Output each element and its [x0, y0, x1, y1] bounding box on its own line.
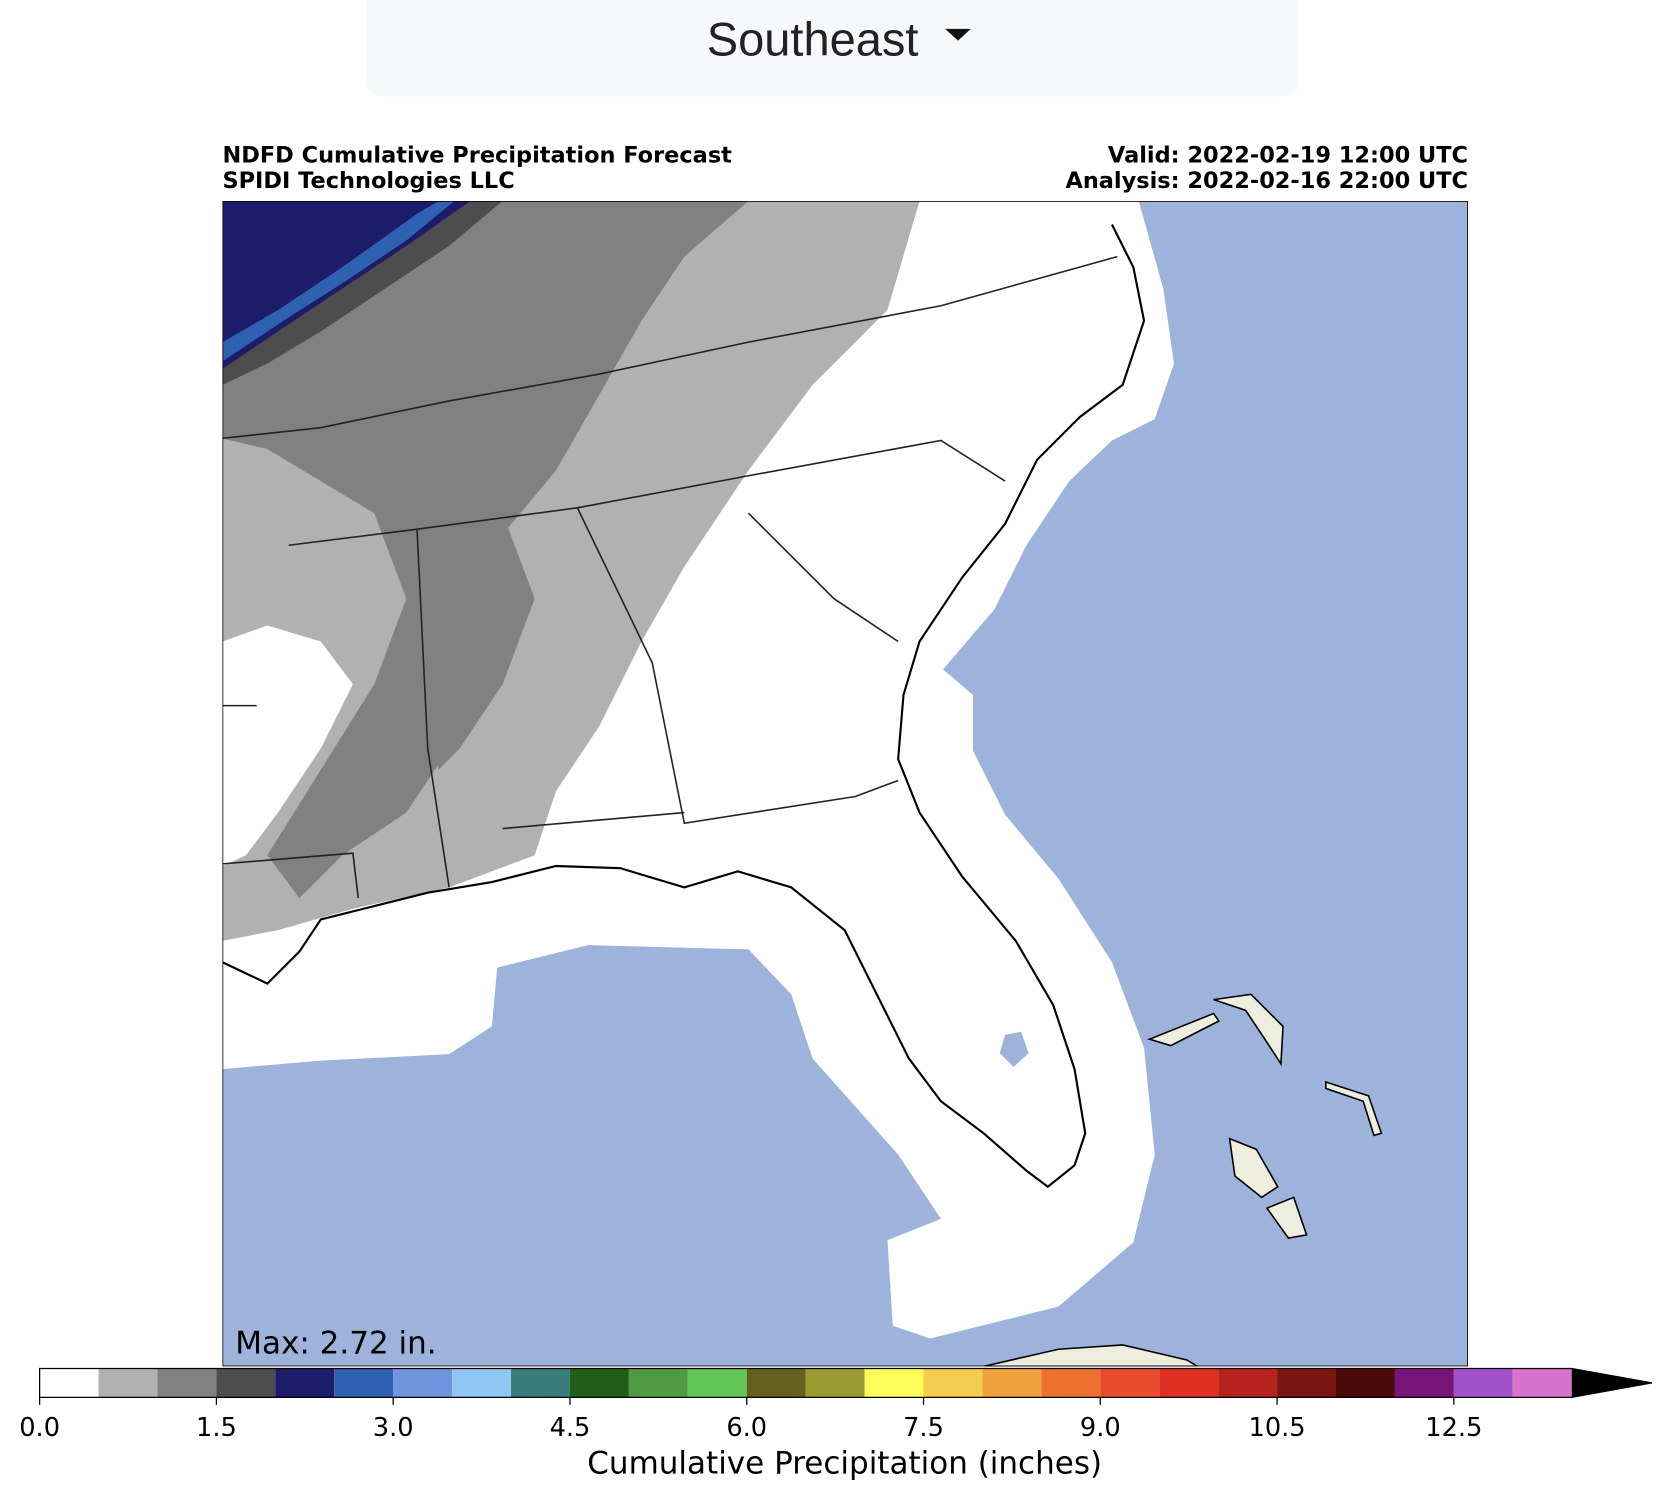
precip-medium-2 — [427, 513, 535, 770]
colorbar-segment — [393, 1368, 453, 1398]
colorbar-segment — [569, 1368, 629, 1398]
state-borders — [222, 255, 1118, 899]
island — [1146, 1012, 1221, 1047]
colorbar-segment — [511, 1368, 570, 1398]
precip-navy — [222, 200, 471, 369]
map-subtitle: SPIDI Technologies LLC — [222, 168, 514, 194]
colorbar-segment — [1218, 1368, 1278, 1398]
colorbar-segment — [216, 1368, 276, 1398]
colorbar-tick-label: 1.5 — [196, 1413, 237, 1443]
colorbar-tick-label: 6.0 — [726, 1413, 767, 1443]
islands — [983, 993, 1383, 1367]
island — [983, 1344, 1200, 1367]
max-label: Max: 2.72 in. — [235, 1326, 436, 1362]
lake — [999, 1031, 1029, 1067]
colorbar-segment — [628, 1368, 688, 1398]
island — [1228, 1137, 1279, 1199]
dropdown-label[interactable]: Southeast — [707, 13, 919, 66]
colorbar-segment — [334, 1368, 394, 1398]
colorbar-segment — [864, 1368, 924, 1398]
coastline — [222, 224, 1146, 1189]
colorbar-segment — [1100, 1368, 1160, 1398]
dropdown-bg[interactable] — [366, 0, 1300, 97]
colorbar-segment — [687, 1368, 747, 1398]
colorbar-segment — [39, 1368, 99, 1398]
colorbar-segment — [157, 1368, 217, 1398]
map-title: NDFD Cumulative Precipitation Forecast — [222, 143, 732, 169]
colorbar-tick-label: 3.0 — [373, 1413, 414, 1443]
colorbar-extension — [1571, 1368, 1652, 1398]
colorbar-label: Cumulative Precipitation (inches) — [587, 1445, 1102, 1481]
island — [1325, 1080, 1383, 1137]
colorbar-tick-label: 12.5 — [1425, 1413, 1482, 1443]
colorbar-segment — [1277, 1368, 1337, 1398]
colorbar-segment — [275, 1368, 335, 1398]
colorbar-segment — [1453, 1368, 1513, 1398]
map: Max: 2.72 in. — [222, 200, 1468, 1367]
colorbar-segment — [1336, 1368, 1395, 1398]
ocean — [222, 200, 1468, 1367]
region-dropdown[interactable]: Southeast — [366, 0, 1300, 97]
colorbar-segment — [746, 1368, 806, 1398]
colorbar-segment — [1394, 1368, 1454, 1398]
analysis-time: Analysis: 2022-02-16 22:00 UTC — [1065, 168, 1468, 194]
valid-time: Valid: 2022-02-19 12:00 UTC — [1108, 143, 1468, 169]
island — [1265, 1196, 1308, 1239]
colorbar-segment — [923, 1368, 983, 1398]
precip-white-gap — [222, 625, 353, 867]
dropdown-caret[interactable] — [945, 28, 971, 41]
colorbar-tick-label: 0.0 — [19, 1413, 60, 1443]
colorbar-segment — [1512, 1368, 1572, 1398]
colorbar-segment — [805, 1368, 865, 1398]
colorbar-tick-label: 10.5 — [1249, 1413, 1306, 1443]
colorbar-segment — [452, 1368, 512, 1398]
colorbar-outline — [38, 1367, 1653, 1399]
colorbar: 0.0 1.5 3.0 4.5 6.0 7.5 9.0 10.5 12.5 — [19, 1367, 1653, 1443]
colorbar-segment — [98, 1368, 158, 1398]
colorbar-segment — [1159, 1368, 1219, 1398]
colorbar-segment — [982, 1368, 1042, 1398]
colorbar-tick-label: 4.5 — [550, 1413, 591, 1443]
colorbar-segment — [1041, 1368, 1101, 1398]
colorbar-tick-label: 7.5 — [903, 1413, 944, 1443]
precip-blue — [222, 200, 455, 362]
colorbar-tick-label: 9.0 — [1080, 1413, 1121, 1443]
island — [1213, 993, 1284, 1067]
